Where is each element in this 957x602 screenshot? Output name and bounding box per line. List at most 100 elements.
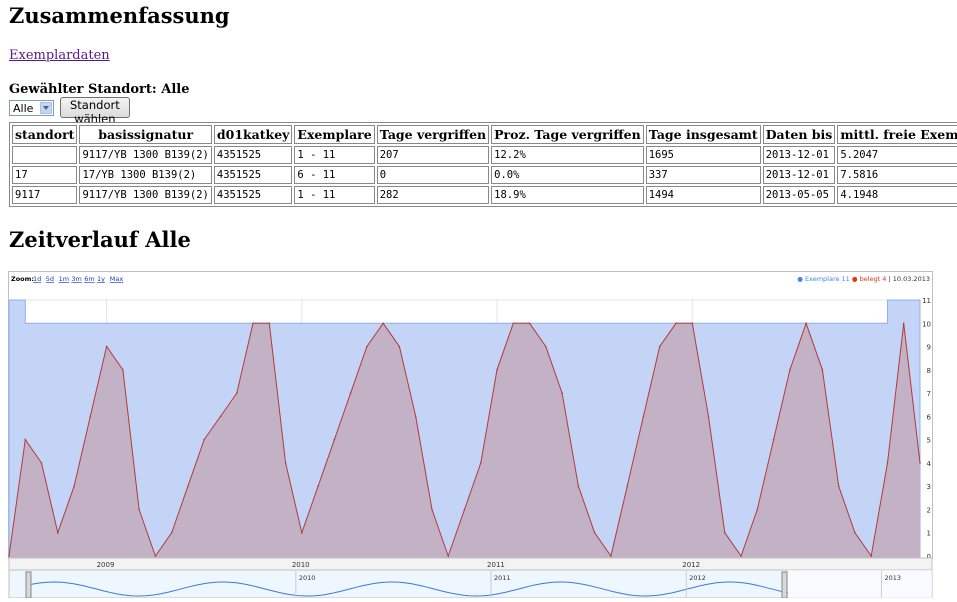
column-header: basissignatur xyxy=(79,125,212,144)
table-row: 9117/YB 1300 B139(2) 4351525 1 - 11 207 … xyxy=(12,146,957,164)
summary-table: standort basissignatur d01katkey Exempla… xyxy=(9,122,957,207)
series-area-belegt xyxy=(9,323,920,558)
navigator-handle-left[interactable] xyxy=(25,571,32,599)
data-point xyxy=(349,392,352,394)
table-cell: 4351525 xyxy=(213,146,293,164)
timeline-chart: 0 1 2 3 4 5 6 7 8 9 10 11 2009 2010 2011 2012 2010 2011 20… xyxy=(8,271,933,599)
y-tick-label: 2 xyxy=(927,506,931,514)
data-point xyxy=(301,531,303,534)
table-cell: 2013-05-05 xyxy=(762,186,836,204)
data-point xyxy=(89,415,92,418)
table-cell: 17 xyxy=(12,166,78,184)
data-point xyxy=(382,322,385,325)
location-select[interactable]: Alle xyxy=(9,100,54,116)
data-point xyxy=(658,345,661,348)
data-point xyxy=(447,555,450,557)
table-cell: 2013-12-01 xyxy=(762,146,836,164)
table-cell: 1695 xyxy=(645,146,761,164)
data-point xyxy=(268,322,271,325)
column-header: Tage insgesamt xyxy=(645,125,761,144)
navigator-handle-right[interactable] xyxy=(781,571,788,599)
zoom-option-3m[interactable]: 3m xyxy=(71,275,81,283)
zoom-option-1m[interactable]: 1m xyxy=(59,275,69,283)
data-point xyxy=(24,438,27,441)
data-point xyxy=(886,462,889,464)
navigator-tick-label: 2010 xyxy=(299,574,316,582)
data-point xyxy=(187,485,189,487)
data-point xyxy=(561,392,563,394)
data-point xyxy=(366,345,368,348)
data-point xyxy=(724,531,726,534)
zoom-option-1d[interactable]: 1d xyxy=(33,275,41,283)
data-point xyxy=(707,415,710,418)
table-row: 17 17/YB 1300 B139(2) 4351525 6 - 11 0 0… xyxy=(12,166,957,184)
data-point xyxy=(756,508,759,511)
data-point xyxy=(528,322,531,325)
selected-location-label: Gewählter Standort: xyxy=(9,82,157,97)
x-tick-label: 2009 xyxy=(97,561,115,569)
selected-location-value: Alle xyxy=(161,82,190,97)
x-tick-label: 2010 xyxy=(292,561,310,569)
table-cell: 4.1948 xyxy=(837,186,957,204)
data-point xyxy=(577,485,580,487)
table-cell: 1 - 11 xyxy=(294,186,375,204)
data-point xyxy=(333,438,336,441)
data-point xyxy=(854,531,856,534)
data-point xyxy=(626,485,628,487)
timeline-chart-svg: 0 1 2 3 4 5 6 7 8 9 10 11 2009 2010 2011 2012 2010 2011 20… xyxy=(8,271,933,599)
y-tick-label: 6 xyxy=(927,413,932,421)
legend-entry: belegt 4 xyxy=(860,275,887,283)
table-cell: 17/YB 1300 B139(2) xyxy=(79,166,212,184)
y-tick-label: 0 xyxy=(927,553,931,561)
choose-location-button[interactable]: Standort wählen xyxy=(60,97,130,126)
legend-bullet: ● xyxy=(850,275,860,283)
table-cell: 1 - 11 xyxy=(294,146,375,164)
table-cell: 4351525 xyxy=(213,186,293,204)
column-header: d01katkey xyxy=(213,125,293,144)
data-point xyxy=(8,555,10,557)
zoom-option-5d[interactable]: 5d xyxy=(46,275,54,283)
data-point xyxy=(870,555,872,557)
data-point xyxy=(317,485,319,487)
data-point xyxy=(902,322,905,325)
data-point xyxy=(772,438,775,441)
chevron-down-icon[interactable] xyxy=(40,102,52,114)
data-point xyxy=(105,345,108,348)
table-cell: 9117 xyxy=(12,186,78,204)
column-header: Proz. Tage vergriffen xyxy=(491,125,644,144)
table-cell: 7.5816 xyxy=(837,166,957,184)
selected-location-heading: Gewählter Standort: Alle xyxy=(9,82,189,97)
table-cell: 6 - 11 xyxy=(294,166,375,184)
data-point xyxy=(480,462,482,464)
data-point xyxy=(642,415,645,418)
section-title: Zeitverlauf Alle xyxy=(9,227,191,252)
zoom-option-6m[interactable]: 6m xyxy=(84,275,94,283)
column-header: standort xyxy=(12,125,78,144)
legend-date: | 10.03.2013 xyxy=(886,275,930,283)
data-point xyxy=(919,462,921,464)
zoom-option-Max[interactable]: Max xyxy=(110,275,124,283)
data-point xyxy=(593,531,596,534)
data-point xyxy=(203,438,205,441)
zoom-option-1y[interactable]: 1y xyxy=(97,275,105,283)
navigator-line xyxy=(27,581,789,597)
column-header: Daten bis xyxy=(762,125,836,144)
navigator-tick-label: 2012 xyxy=(689,574,706,582)
x-tick-label: 2011 xyxy=(487,561,505,569)
table-cell: 1494 xyxy=(645,186,761,204)
exemplardaten-link[interactable]: Exemplardaten xyxy=(9,48,110,63)
table-header-row: standort basissignatur d01katkey Exempla… xyxy=(12,125,957,144)
data-point xyxy=(463,508,466,511)
data-point xyxy=(57,531,59,534)
location-select-value: Alle xyxy=(13,102,34,115)
y-tick-label: 7 xyxy=(927,390,931,398)
table-cell xyxy=(12,146,78,164)
legend-entry: Exemplare 11 xyxy=(805,275,850,283)
y-tick-label: 11 xyxy=(922,297,931,305)
chart-legend: ● Exemplare 11 ● belegt 4 | 10.03.2013 xyxy=(797,275,930,283)
table-cell: 4351525 xyxy=(213,166,293,184)
data-point xyxy=(414,415,417,418)
table-cell: 2013-12-01 xyxy=(762,166,836,184)
x-axis-band xyxy=(8,557,933,571)
table-cell: 0 xyxy=(376,166,490,184)
